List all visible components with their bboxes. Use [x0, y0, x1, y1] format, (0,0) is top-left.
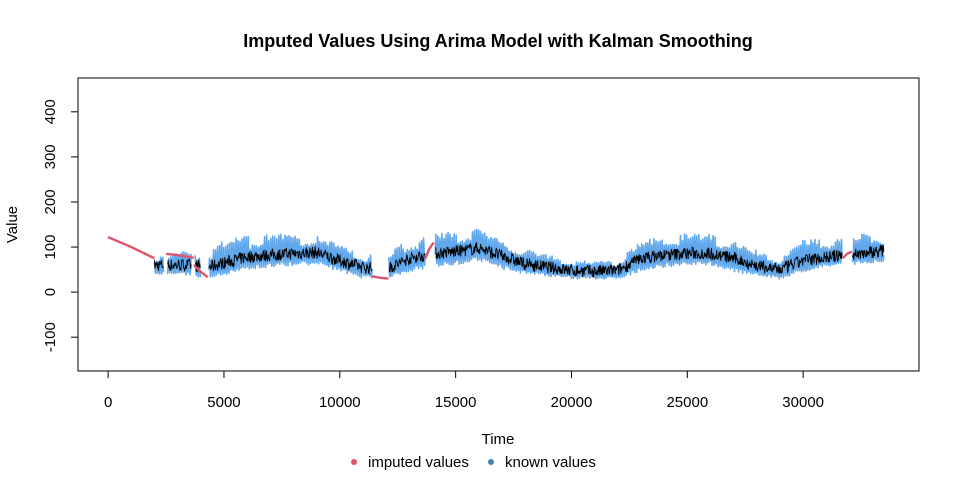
x-tick-label: 5000	[207, 394, 240, 411]
known-values-line	[851, 233, 885, 265]
plot-area	[107, 228, 885, 280]
chart-title: Imputed Values Using Arima Model with Ka…	[243, 31, 752, 51]
legend-item-known: known values	[488, 454, 596, 471]
imputed-values-line	[193, 264, 209, 279]
x-axis: 0 5000 10000 15000 20000 25000 30000	[104, 370, 824, 411]
x-tick-label: 0	[104, 394, 112, 411]
legend-label-imputed: imputed values	[368, 454, 469, 471]
y-tick-label: -100	[42, 322, 59, 352]
legend-marker-known	[488, 459, 494, 465]
y-tick-label: 400	[42, 99, 59, 124]
legend-item-imputed: imputed values	[351, 454, 469, 471]
smoothed-line	[208, 246, 373, 276]
legend-label-known: known values	[505, 454, 596, 471]
x-tick-label: 30000	[782, 394, 824, 411]
smoothed-line	[435, 242, 843, 278]
y-tick-label: 100	[42, 235, 59, 260]
x-tick-label: 25000	[666, 394, 708, 411]
y-axis: -100 0 100 200 300 400	[42, 99, 79, 352]
legend: imputed values known values	[351, 454, 596, 471]
legend-marker-imputed	[351, 459, 357, 465]
smoothed-line	[154, 259, 164, 271]
imputed-values-line	[107, 236, 155, 260]
plot-frame	[77, 77, 920, 372]
x-axis-label: Time	[482, 431, 515, 448]
y-axis-label: Value	[4, 206, 21, 243]
imputed-values-line	[165, 252, 195, 260]
x-tick-label: 10000	[319, 394, 361, 411]
known-values-line	[434, 228, 843, 280]
imputed-values-line	[424, 241, 435, 259]
smoothed-line	[851, 244, 885, 261]
imputed-values-line	[841, 250, 853, 260]
smoothed-line	[388, 251, 426, 273]
y-tick-label: 0	[42, 288, 59, 296]
x-tick-label: 15000	[435, 394, 477, 411]
known-values-line	[388, 237, 426, 278]
smoothed-line	[167, 257, 192, 272]
x-tick-label: 20000	[551, 394, 593, 411]
smoothed-line	[194, 258, 201, 272]
y-tick-label: 200	[42, 189, 59, 214]
imputed-values-line	[372, 275, 389, 280]
y-tick-label: 300	[42, 144, 59, 169]
